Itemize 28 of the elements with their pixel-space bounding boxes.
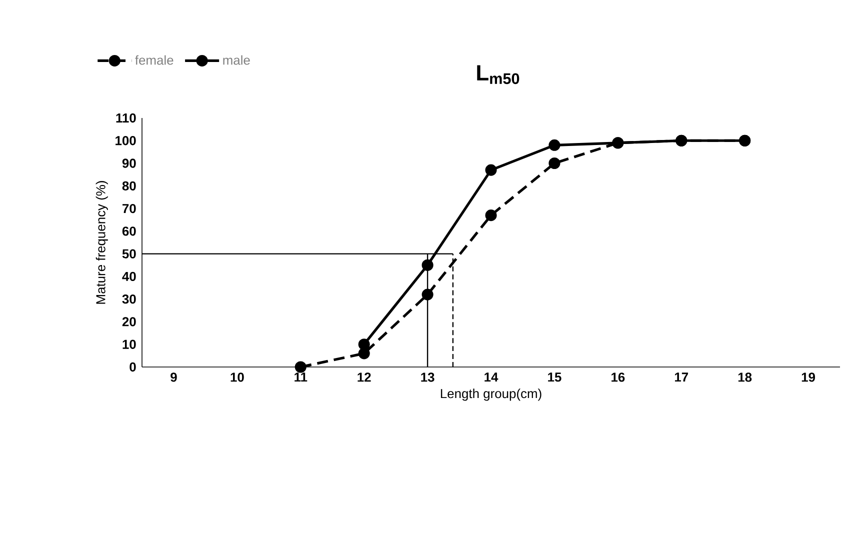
- y-axis-title: Mature frequency (%): [96, 181, 108, 304]
- x-tick-label: 17: [674, 372, 688, 382]
- y-tick-label: 70: [122, 204, 136, 214]
- x-tick-label: 19: [802, 372, 815, 382]
- y-tick-label: 60: [122, 226, 136, 236]
- x-tick-label: 14: [484, 372, 498, 382]
- y-tick-label: 20: [122, 317, 136, 326]
- x-tick-label: 16: [612, 372, 625, 382]
- y-tick-label: 30: [122, 294, 136, 304]
- x-tick-label: 15: [548, 372, 562, 382]
- x-tick-label: 12: [358, 372, 371, 382]
- y-tick-label: 100: [116, 136, 136, 146]
- x-tick-label: 18: [738, 372, 752, 382]
- y-tick-label: 80: [122, 181, 136, 190]
- legend-label: male: [223, 55, 250, 65]
- x-tick-label: 10: [230, 372, 244, 382]
- y-tick-label: 110: [116, 113, 136, 123]
- x-tick-label: 9: [170, 372, 177, 382]
- legend-label: female: [135, 55, 174, 65]
- x-tick-label: 11: [294, 372, 308, 382]
- x-tick-label: 13: [421, 372, 434, 382]
- y-tick-label: 50: [122, 249, 136, 258]
- y-tick-label: 0: [130, 362, 136, 372]
- y-tick-label: 90: [122, 158, 136, 168]
- chart-title: L$_{m50}$: [477, 65, 520, 84]
- x-axis-title: Length group(cm): [440, 388, 542, 401]
- y-tick-label: 10: [122, 340, 136, 349]
- y-tick-label: 40: [122, 272, 136, 282]
